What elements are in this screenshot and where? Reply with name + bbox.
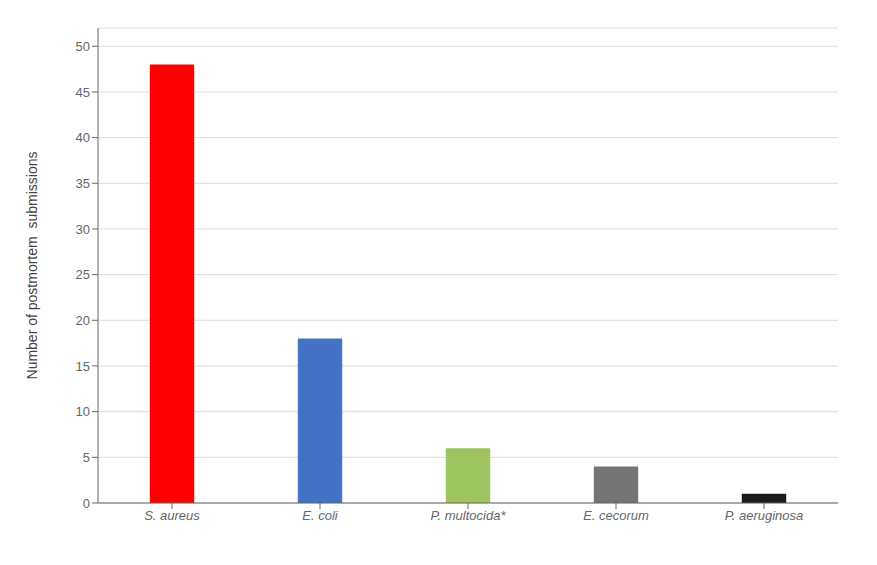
- svg-text:P. aeruginosa: P. aeruginosa: [725, 508, 804, 523]
- svg-text:30: 30: [76, 222, 90, 237]
- svg-text:20: 20: [76, 313, 90, 328]
- svg-text:S. aureus: S. aureus: [144, 508, 200, 523]
- svg-text:25: 25: [76, 267, 90, 282]
- svg-text:35: 35: [76, 176, 90, 191]
- svg-text:45: 45: [76, 85, 90, 100]
- svg-text:40: 40: [76, 130, 90, 145]
- svg-text:E. cecorum: E. cecorum: [583, 508, 649, 523]
- svg-text:Number of postmortem submissi: Number of postmortem submissions: [24, 152, 40, 380]
- svg-text:E. coli: E. coli: [302, 508, 339, 523]
- svg-text:P. multocida*: P. multocida*: [431, 508, 507, 523]
- svg-text:10: 10: [76, 404, 90, 419]
- svg-text:50: 50: [76, 39, 90, 54]
- svg-text:5: 5: [83, 450, 90, 465]
- svg-text:15: 15: [76, 359, 90, 374]
- svg-text:0: 0: [83, 496, 90, 511]
